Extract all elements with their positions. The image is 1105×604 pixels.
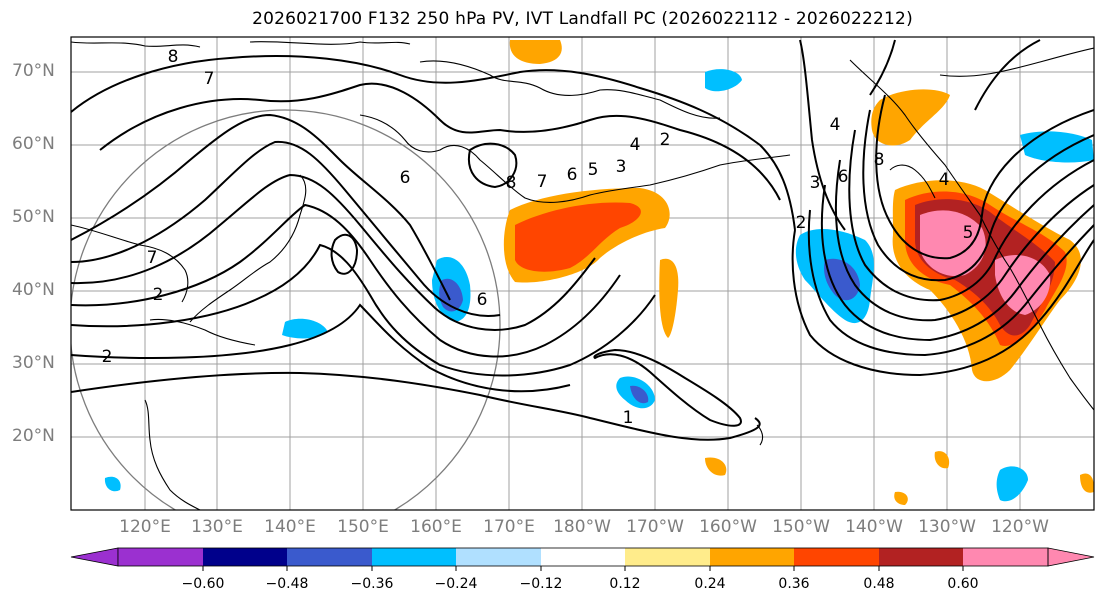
colorbar	[70, 547, 1095, 571]
lon-label: 180°W	[553, 517, 611, 537]
contour-label: 6	[838, 167, 849, 187]
contour-label: 5	[963, 223, 974, 243]
colorbar-tick-label: 0.12	[609, 576, 641, 592]
lon-label: 120°E	[119, 517, 171, 537]
colorbar-tick-label: −0.12	[519, 576, 563, 592]
lat-label-70n: 70°N	[12, 61, 55, 81]
lat-label-50n: 50°N	[12, 207, 55, 227]
contour-label: 3	[810, 173, 821, 193]
colorbar-tick-label: 0.60	[947, 576, 979, 592]
lon-label: 130°W	[918, 517, 976, 537]
contour-label: 4	[630, 135, 641, 155]
map-frame	[70, 36, 1095, 511]
contour-label: 4	[939, 170, 950, 190]
coastlines	[71, 41, 1094, 510]
contour-label: 2	[102, 347, 113, 367]
contour-label: 1	[623, 408, 634, 428]
contour-label: 3	[616, 157, 627, 177]
contour-label: 7	[204, 69, 215, 89]
contour-label: 7	[537, 172, 548, 192]
lon-label: 140°W	[845, 517, 903, 537]
colorbar-tick-label: 0.36	[778, 576, 810, 592]
contour-label: 7	[147, 248, 158, 268]
colorbar-tick-label: 0.48	[863, 576, 895, 592]
lon-label: 130°E	[191, 517, 243, 537]
lat-label-30n: 30°N	[12, 353, 55, 373]
contour-label-group: 8 7 7 2 2 6 8 7 6 5 4 3 2 1 6 6 3 2 4 8 …	[102, 47, 974, 428]
contour-label: 8	[874, 150, 885, 170]
colorbar-tick-label: −0.60	[181, 576, 225, 592]
contour-label: 2	[796, 213, 807, 233]
contour-label: 6	[400, 168, 411, 188]
lon-label: 140°E	[264, 517, 316, 537]
lon-label: 170°W	[626, 517, 684, 537]
contour-label: 8	[168, 47, 179, 67]
colorbar-arrow-right	[1047, 547, 1095, 567]
lon-label: 160°E	[410, 517, 462, 537]
lat-label-60n: 60°N	[12, 134, 55, 154]
contour-label: 8	[506, 173, 517, 193]
contour-label: 5	[588, 160, 599, 180]
colorbar-arrow-left	[70, 547, 119, 567]
contour-label: 4	[830, 115, 841, 135]
contour-label: 6	[477, 290, 488, 310]
lat-label-20n: 20°N	[12, 426, 55, 446]
lon-label: 160°W	[699, 517, 757, 537]
lon-label: 170°E	[483, 517, 535, 537]
lon-label: 120°W	[991, 517, 1049, 537]
colorbar-tick-label: 0.24	[694, 576, 726, 592]
lat-label-40n: 40°N	[12, 280, 55, 300]
contour-label: 2	[660, 130, 671, 150]
map-title: 2026021700 F132 250 hPa PV, IVT Landfall…	[252, 9, 913, 29]
contour-label: 2	[153, 285, 164, 305]
colorbar-tick-label: −0.36	[350, 576, 394, 592]
lon-label: 150°W	[772, 517, 830, 537]
search-radius-circle	[71, 109, 501, 510]
ivt-fill-regions	[104, 40, 1094, 505]
pv-contours	[71, 39, 1094, 441]
colorbar-tick-label: −0.24	[434, 576, 478, 592]
lon-label: 150°E	[337, 517, 389, 537]
colorbar-tick-label: −0.48	[265, 576, 309, 592]
contour-label: 6	[567, 165, 578, 185]
